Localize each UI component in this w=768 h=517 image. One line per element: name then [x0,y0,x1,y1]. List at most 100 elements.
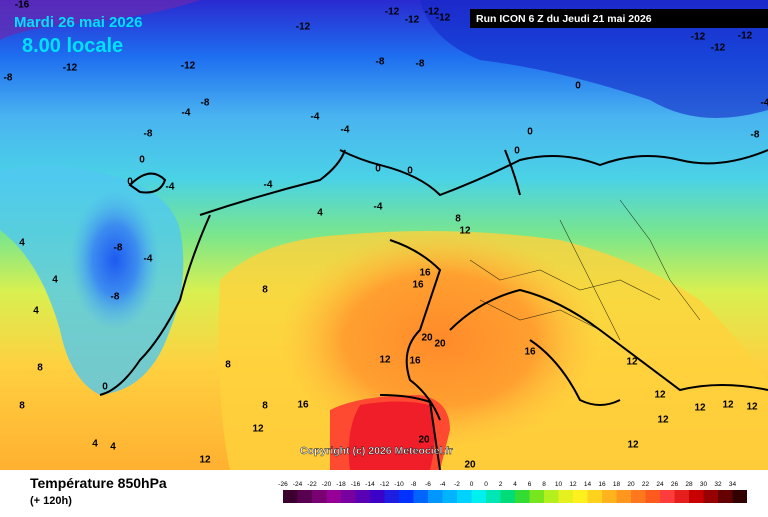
contour-label: 16 [297,400,309,411]
run-banner [470,9,768,28]
colorbar-swatch [573,490,588,503]
contour-label: 0 [375,164,381,175]
colorbar-label: -24 [293,481,303,488]
colorbar-label: 22 [642,481,650,488]
contour-label: -12 [691,32,706,43]
contour-label: -12 [738,31,753,42]
colorbar-swatch [645,490,660,503]
footer-subtitle: (+ 120h) [30,495,72,507]
contour-label: -4 [761,98,768,109]
contour-label: 16 [409,356,421,367]
contour-label: 4 [33,306,39,317]
colorbar-label: -20 [322,481,332,488]
map-field [0,0,768,470]
colorbar-swatch [341,490,356,503]
colorbar-swatch [312,490,327,503]
colorbar-label: -6 [425,481,431,488]
colorbar-swatch [283,490,298,503]
contour-label: 20 [464,460,476,471]
contour-label: 16 [412,280,424,291]
contour-label: -4 [166,182,175,193]
contour-label: 0 [527,127,533,138]
colorbar-label: -12 [380,481,390,488]
contour-label: 12 [459,226,471,237]
colorbar-swatch [355,490,370,503]
contour-label: 0 [127,177,133,188]
colorbar-swatch [370,490,385,503]
contour-label: 0 [514,146,520,157]
colorbar-swatch [384,490,399,503]
contour-label: -12 [436,13,451,24]
contour-label: -12 [425,7,440,18]
contour-label: -4 [144,254,153,265]
colorbar-label: 20 [627,481,635,488]
contour-label: 12 [722,400,734,411]
colorbar-label: -14 [365,481,375,488]
contour-label: 12 [627,440,639,451]
colorbar-swatch [587,490,602,503]
colorbar: -26 -24 -22 -20 -18 -16 -14 -12 -10 -8 -6 -4 -2 0 0 2 4 6… [278,481,747,503]
colorbar-label: 26 [671,481,679,488]
colorbar-label: 6 [528,481,532,488]
contour-label: -12 [405,15,420,26]
contour-label: 12 [626,357,638,368]
contour-label: 16 [419,268,431,279]
contour-label: 12 [252,424,264,435]
contour-label: -4 [264,180,273,191]
colorbar-swatch [457,490,472,503]
run-info: Run ICON 6 Z du Jeudi 21 mai 2026 [476,13,652,25]
contour-label: -12 [181,61,196,72]
colorbar-label: -2 [454,481,460,488]
copyright: Copyright (c) 2026 Meteociel.fr [300,445,453,457]
contour-label: 4 [110,442,116,453]
colorbar-label: 24 [656,481,664,488]
colorbar-label: -8 [411,481,417,488]
contour-label: 0 [139,155,145,166]
colorbar-label: 18 [613,481,621,488]
contour-label: -16 [15,0,30,11]
colorbar-label: -18 [336,481,346,488]
colorbar-label: 2 [499,481,503,488]
contour-label: 12 [199,455,211,466]
contour-label: 20 [418,435,430,446]
colorbar-swatch [399,490,414,503]
contour-labels: -16-12-12-12-12-12-12-12-12-12 -12-8-8 -8-… [4,0,768,471]
colorbar-label: 34 [729,481,737,488]
colorbar-swatch [674,490,689,503]
contour-label: 12 [746,402,758,413]
colorbar-swatch [732,490,747,503]
colorbar-label: -10 [394,481,404,488]
contour-label: -8 [4,73,13,84]
colorbar-swatch [631,490,646,503]
contour-label: -8 [144,129,153,140]
colorbar-label: 32 [714,481,722,488]
contour-label: 8 [19,401,25,412]
contour-label: 12 [694,403,706,414]
contour-label: -4 [341,125,350,136]
colorbar-swatch [515,490,530,503]
colorbar-swatch [544,490,559,503]
contour-label: 16 [524,347,536,358]
contour-label: -8 [201,98,210,109]
colorbar-label: 10 [555,481,563,488]
contour-label: -4 [182,108,191,119]
contour-label: -8 [376,57,385,68]
colorbar-swatch [703,490,718,503]
contour-label: 4 [317,208,323,219]
colorbar-label: 30 [700,481,708,488]
contour-label: -12 [711,43,726,54]
contour-label: 8 [455,214,461,225]
contour-label: 4 [52,275,58,286]
contour-label: 4 [19,238,25,249]
contour-label: -12 [385,7,400,18]
colorbar-label: 4 [513,481,517,488]
contour-label: 8 [225,360,231,371]
contour-label: -8 [111,292,120,303]
contour-label: 20 [434,339,446,350]
colorbar-label: 0 [470,481,474,488]
colorbar-swatch [486,490,501,503]
footer-title: Température 850hPa [30,475,167,491]
contour-label: 4 [92,439,98,450]
colorbar-label: 12 [569,481,577,488]
